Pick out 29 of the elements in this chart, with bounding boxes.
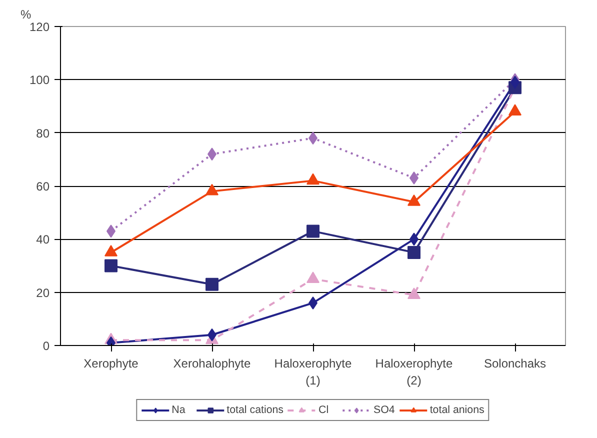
x-tick-label: Xerophyte xyxy=(84,356,139,370)
y-tick-label: 0 xyxy=(42,339,50,353)
y-tick-label: 20 xyxy=(36,286,50,300)
point xyxy=(306,173,320,185)
legend-label: total cations xyxy=(226,404,284,416)
point xyxy=(206,278,218,291)
x-tick-label: Xerohalophyte xyxy=(173,356,252,370)
point xyxy=(104,259,118,272)
legend-label: Na xyxy=(172,404,186,416)
point xyxy=(508,104,522,116)
legend-label: total anions xyxy=(430,404,484,416)
y-tick-label: 120 xyxy=(29,20,50,34)
y-axis-title: % xyxy=(20,8,32,22)
x-tick-label: Solonchaks xyxy=(484,356,546,370)
point xyxy=(104,245,118,256)
point xyxy=(306,224,320,238)
point xyxy=(408,288,420,299)
point xyxy=(408,246,420,259)
y-tick-label: 80 xyxy=(36,126,50,140)
y-tick-label: 40 xyxy=(36,232,50,247)
point xyxy=(206,184,218,196)
x-tick-label: Haloxerophyte (1) xyxy=(274,356,352,388)
point xyxy=(408,194,420,206)
legend-label: SO4 xyxy=(374,404,395,416)
legend-label: Cl xyxy=(318,404,330,416)
x-tick-label: Haloxerophyte (2) xyxy=(375,356,454,388)
point xyxy=(306,272,320,284)
y-tick-label: 100 xyxy=(29,73,50,88)
y-tick-label: 60 xyxy=(36,180,50,194)
